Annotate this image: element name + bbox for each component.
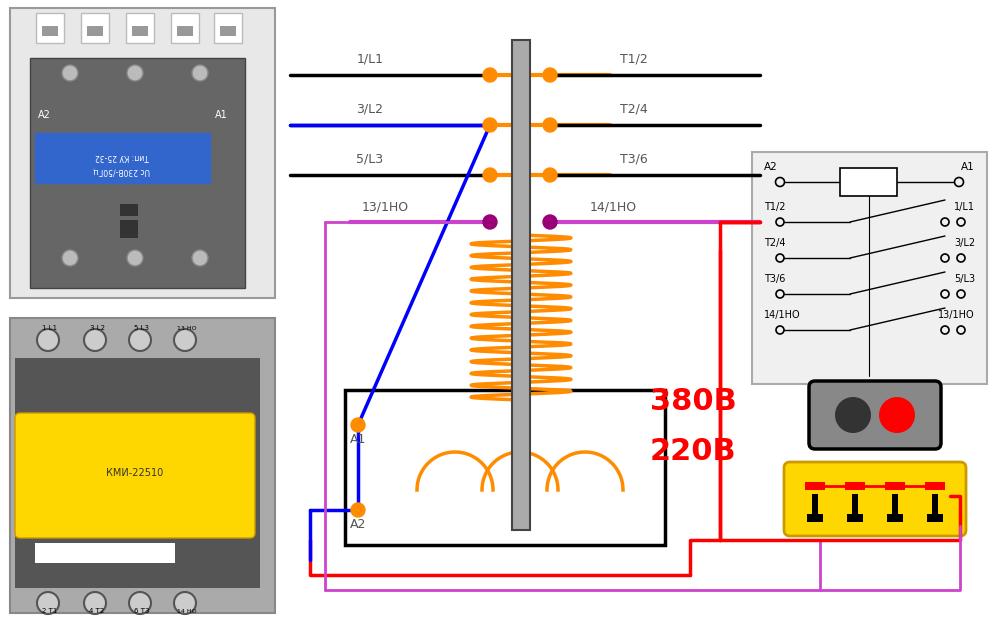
Circle shape [127,250,143,266]
Text: 3 L2: 3 L2 [90,325,104,331]
Bar [887,514,903,522]
Text: 14/1HO: 14/1HO [764,310,801,320]
Circle shape [127,65,143,81]
Bar [132,26,148,36]
Bar [81,13,109,43]
Bar [852,494,858,514]
FancyBboxPatch shape [15,413,255,538]
Text: Тип: КУ 25-32: Тип: КУ 25-32 [95,151,149,160]
Text: 1/L1: 1/L1 [356,53,384,66]
Bar [177,26,193,36]
Text: T2/4: T2/4 [764,238,786,248]
Circle shape [543,215,557,229]
Bar [42,26,58,36]
Bar [35,543,175,563]
Bar [752,152,987,384]
Circle shape [483,168,497,182]
Text: A2: A2 [38,110,51,120]
Text: A1: A1 [350,433,366,446]
Circle shape [174,329,196,351]
Text: 2 T1: 2 T1 [42,608,58,614]
Bar [885,482,905,490]
Circle shape [129,592,151,614]
Bar [845,482,865,490]
Bar [87,26,103,36]
Text: 5/L3: 5/L3 [954,274,975,284]
Text: A1: A1 [215,110,228,120]
FancyBboxPatch shape [784,462,966,536]
Text: 220В: 220В [650,437,737,466]
Text: 3/L2: 3/L2 [356,103,384,116]
Text: 380В: 380В [650,387,737,416]
Bar [807,514,823,522]
Circle shape [351,418,365,432]
Text: 13/1HO: 13/1HO [361,200,409,213]
Text: 13/1HO: 13/1HO [938,310,975,320]
Bar [812,494,818,514]
Text: 1/L1: 1/L1 [954,202,975,212]
Bar [10,8,275,298]
Text: T2/4: T2/4 [620,103,648,116]
Circle shape [483,118,497,132]
Text: 3/L2: 3/L2 [954,238,975,248]
Text: КМИ-22510: КМИ-22510 [106,468,164,478]
Text: 14 HO: 14 HO [177,609,197,614]
Circle shape [129,329,151,351]
Circle shape [192,65,208,81]
Bar [927,514,943,522]
Circle shape [543,118,557,132]
Bar [214,13,242,43]
Bar [512,40,530,530]
Circle shape [37,592,59,614]
Bar [15,358,260,588]
FancyBboxPatch shape [809,381,941,449]
Text: 1 L1: 1 L1 [42,325,58,331]
Circle shape [835,397,871,433]
Bar [892,494,898,514]
Bar [10,318,275,613]
Bar [847,514,863,522]
Text: T3/6: T3/6 [764,274,785,284]
Text: 14/1HO: 14/1HO [590,200,637,213]
Text: A2: A2 [350,518,366,531]
Text: 4 T2: 4 T2 [89,608,105,614]
Circle shape [62,65,78,81]
Bar [805,482,825,490]
Text: 6 T3: 6 T3 [134,608,150,614]
Text: T1/2: T1/2 [764,202,786,212]
Circle shape [483,68,497,82]
Circle shape [174,592,196,614]
Text: T3/6: T3/6 [620,153,648,166]
Circle shape [543,68,557,82]
Bar [220,26,236,36]
Bar [171,13,199,43]
Text: 5/L3: 5/L3 [356,153,384,166]
Circle shape [84,592,106,614]
Bar [36,13,64,43]
Circle shape [192,250,208,266]
Circle shape [483,215,497,229]
Circle shape [351,503,365,517]
Circle shape [543,168,557,182]
Bar [932,494,938,514]
Bar [345,390,665,545]
Bar [30,58,245,288]
Bar [120,204,138,216]
Circle shape [84,329,106,351]
Text: 5 L3: 5 L3 [134,325,150,331]
Bar [126,13,154,43]
Text: Uc 230В-/50Гц: Uc 230В-/50Гц [94,167,150,175]
Text: A1: A1 [961,162,975,172]
Bar [925,482,945,490]
Text: A2: A2 [764,162,778,172]
Bar [35,133,210,183]
Circle shape [37,329,59,351]
Circle shape [62,250,78,266]
Bar [840,168,897,196]
Text: T1/2: T1/2 [620,53,648,66]
Circle shape [879,397,915,433]
Text: 13 HO: 13 HO [177,326,197,331]
Bar [120,220,138,238]
